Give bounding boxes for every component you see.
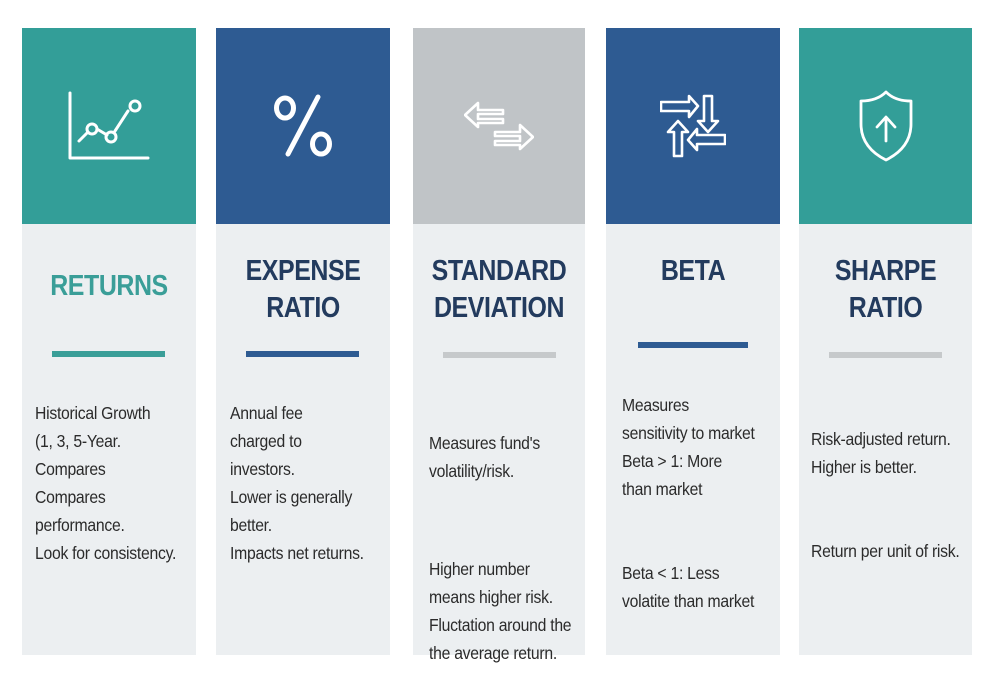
description-paragraph: Measures fund's volatility/risk. — [429, 433, 541, 481]
card-header — [799, 28, 972, 224]
card-title: STANDARD DEVIATION — [431, 255, 567, 324]
description-paragraph: Higher number means higher risk. Fluctat… — [429, 559, 572, 663]
card-title: SHARPE RATIO — [834, 255, 937, 324]
card-header — [413, 28, 585, 224]
percent-icon — [274, 94, 332, 157]
divider-bar — [829, 352, 942, 358]
cycle-arrows-icon — [660, 94, 726, 158]
card-description: Risk-adjusted return. Higher is better. … — [811, 397, 973, 593]
description-paragraph: Return per unit of risk. — [811, 541, 960, 561]
description-paragraph: Measures sensitivity to market Beta > 1:… — [622, 395, 755, 499]
card-header — [22, 28, 196, 224]
description-paragraph: Annual fee charged to investors. Lower i… — [230, 403, 364, 563]
divider-bar — [52, 351, 165, 357]
shield-up-icon — [859, 90, 912, 162]
card-header — [216, 28, 390, 224]
card-description: Annual fee charged to investors. Lower i… — [230, 371, 392, 595]
card-header — [606, 28, 780, 224]
divider-bar — [443, 352, 556, 358]
card-beta: BETA Measures sensitivity to market Beta… — [606, 28, 780, 655]
card-expense-ratio: EXPENSE RATIO Annual fee charged to inve… — [216, 28, 390, 655]
description-paragraph: Historical Growth (1, 3, 5-Year. Compare… — [35, 403, 177, 563]
card-title: BETA — [660, 255, 726, 287]
card-description: Measures sensitivity to market Beta > 1:… — [622, 363, 784, 643]
card-returns: RETURNS Historical Growth (1, 3, 5-Year.… — [22, 28, 196, 655]
card-title: EXPENSE RATIO — [245, 255, 361, 324]
divider-bar — [638, 342, 748, 348]
card-description: Historical Growth (1, 3, 5-Year. Compare… — [35, 371, 197, 595]
card-description: Measures fund's volatility/risk. Higher … — [429, 401, 591, 695]
card-title: RETURNS — [50, 270, 168, 302]
card-sharpe-ratio: SHARPE RATIO Risk-adjusted return. Highe… — [799, 28, 972, 655]
description-paragraph: Risk-adjusted return. Higher is better. — [811, 429, 951, 477]
card-standard-deviation: STANDARD DEVIATION Measures fund's volat… — [413, 28, 585, 663]
description-paragraph: Beta < 1: Less volatite than market — [622, 563, 755, 611]
divider-bar — [246, 351, 359, 357]
exchange-arrows-icon — [464, 101, 534, 151]
line-chart-icon — [68, 91, 150, 160]
